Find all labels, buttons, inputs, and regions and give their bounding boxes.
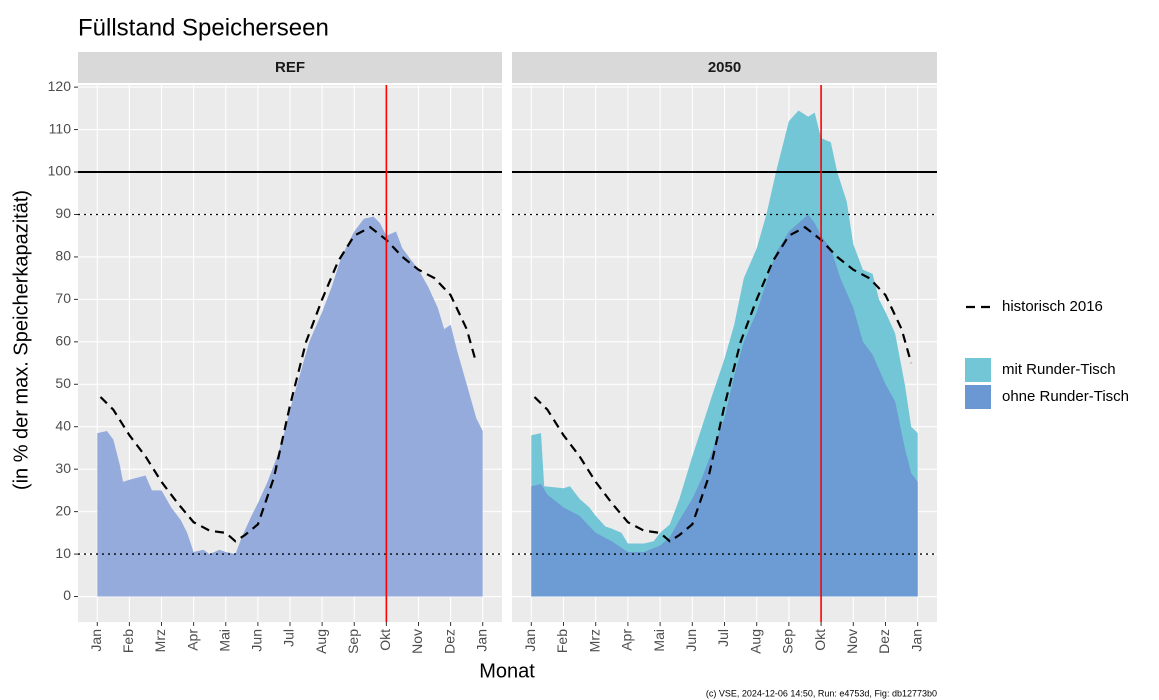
x-tick-label: Okt [377,629,393,651]
x-tick-label: Feb [120,629,136,653]
legend-key [965,385,991,409]
line [99,225,478,543]
x-tick-label: Dez [876,629,892,654]
y-tick-label: 50 [55,375,71,391]
x-tick-label: Mai [651,629,667,652]
x-tick-label: Jan [473,629,489,652]
x-tick-label: Apr [184,629,200,651]
y-tick-label: 120 [48,78,72,94]
x-tick-label: Mrz [152,629,168,652]
x-tick-label: Aug [747,629,763,654]
x-tick-label: Nov [844,629,860,654]
y-tick-label: 90 [55,205,71,221]
line [533,225,913,543]
x-tick-label: Mai [216,629,232,652]
x-tick-label: Okt [812,629,828,651]
x-tick-label: Dez [441,629,457,654]
x-tick-label: Jan [908,629,924,652]
x-tick-label: Aug [313,629,329,654]
strip-label: REF [275,59,305,76]
y-tick-label: 40 [55,417,71,433]
y-tick-label: 110 [49,120,72,136]
x-tick-label: Apr [619,629,635,651]
panel: 2050 Jan Feb Mrz Apr Mai Jun Jul Aug Sep Okt Nov Dez… [512,52,937,654]
legend-label: historisch 2016 [1002,298,1103,315]
x-tick-label: Jun [249,629,265,652]
x-tick-label: Sep [345,629,361,654]
legend-label: ohne Runder-Tisch [1002,388,1129,405]
y-axis-title: (in % der max. Speicherkapazität) [10,190,32,490]
x-tick-label: Jan [88,629,104,652]
y-tick-label: 60 [55,333,71,349]
y-tick-label: 30 [55,460,71,476]
legend-label: mit Runder-Tisch [1002,361,1116,378]
strip-label: 2050 [708,59,741,76]
x-tick-label: Jun [683,629,699,652]
x-tick-label: Feb [554,629,570,653]
legend-key [965,358,991,382]
x-axis-title: Monat [479,660,535,682]
x-tick-label: Mrz [586,629,602,652]
y-tick-label: 20 [55,502,71,518]
y-tick-label: 70 [55,290,71,306]
strip-background [512,52,937,83]
x-tick-label: Sep [780,629,796,654]
strip-background [78,52,502,83]
chart-title: Füllstand Speicherseen [78,14,329,41]
y-tick-label: 100 [48,163,72,179]
x-tick-label: Jul [281,629,297,647]
caption: (c) VSE, 2024-12-06 14:50, Run: e4753d, … [706,688,937,698]
x-tick-label: Nov [409,629,425,654]
panel: REF 0 10 20 30 40 50 60 70 80 90 100 110 120 Jan Feb Mrz… [48,52,502,654]
y-tick-label: 0 [63,587,71,603]
y-tick-label: 10 [55,545,71,561]
y-tick-label: 80 [55,248,71,264]
x-tick-label: Jul [715,629,731,647]
x-tick-label: Jan [522,629,538,652]
